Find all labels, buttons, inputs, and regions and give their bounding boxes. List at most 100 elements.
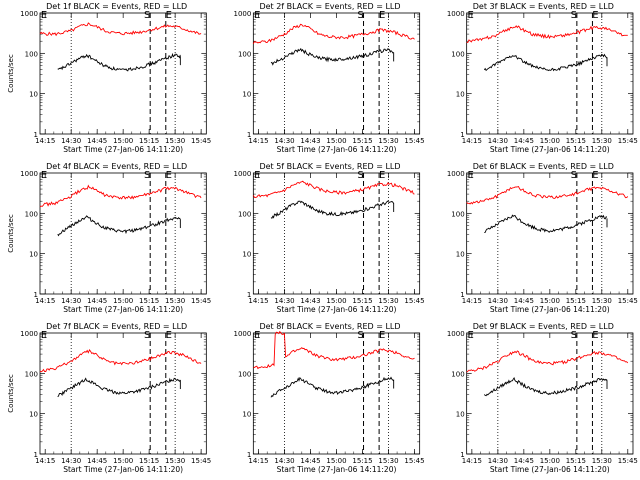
x-tick-label: 14:45: [87, 457, 107, 465]
y-axis-label: Counts/sec: [7, 54, 15, 93]
series-black-events: [270, 47, 394, 66]
panel-2: Det 2f BLACK = Events, RED = LLD 1 10 100 10…: [234, 2, 425, 154]
series-black-events: [57, 377, 181, 398]
x-tick-label: 15:15: [139, 297, 159, 305]
x-tick-label: 14:45: [87, 137, 107, 145]
series-red-lld: [39, 348, 202, 373]
marker-label-e: E: [166, 170, 172, 181]
marker-label-s: S: [357, 170, 363, 181]
x-tick-label: 15:45: [191, 457, 211, 465]
x-tick-label: 15:15: [139, 137, 159, 145]
x-tick-label: 15:00: [540, 137, 560, 145]
y-tick-label: 100: [25, 210, 38, 218]
series-red-lld: [253, 330, 415, 370]
marker-label-s: S: [357, 10, 363, 21]
y-tick-label: 100: [238, 370, 251, 378]
x-axis-label: Start Time (27-Jan-06 14:11:20): [490, 305, 610, 314]
x-tick-label: 15:30: [165, 297, 185, 305]
series-black-events: [270, 376, 394, 398]
marker-label-s: S: [571, 170, 577, 181]
y-tick-label: 1: [460, 451, 464, 459]
panel-title: Det 8f BLACK = Events, RED = LLD: [259, 322, 400, 331]
x-tick-label: 15:30: [165, 457, 185, 465]
y-tick-label: 1000: [20, 10, 38, 18]
x-tick-label: 15:00: [326, 137, 346, 145]
marker-label-s: S: [144, 10, 150, 21]
panel-6: Det 6f BLACK = Events, RED = LLD 1 10 100 10…: [447, 162, 638, 314]
x-axis-label: Start Time (27-Jan-06 14:11:20): [277, 305, 397, 314]
y-tick-label: 10: [242, 411, 251, 419]
x-tick-label: 14:30: [274, 137, 294, 145]
x-tick-label: 15:30: [378, 137, 398, 145]
y-tick-label: 1: [247, 131, 251, 139]
x-tick-label: 14:30: [274, 457, 294, 465]
series-red-lld: [466, 25, 628, 44]
marker-label-e: E: [379, 330, 385, 341]
plot-frame: [252, 332, 421, 455]
x-tick-label: 15:45: [618, 137, 638, 145]
panel-3: Det 3f BLACK = Events, RED = LLD 1 10 100 10…: [447, 2, 638, 154]
x-axis-label: Start Time (27-Jan-06 14:11:20): [277, 145, 397, 154]
x-tick-label: 15:15: [139, 457, 159, 465]
x-tick-label: 15:30: [592, 297, 612, 305]
x-tick-label: 14:30: [488, 297, 508, 305]
x-tick-label: 15:15: [566, 457, 586, 465]
y-tick-label: 1: [34, 131, 38, 139]
y-tick-label: 1: [34, 291, 38, 299]
series-black-events: [483, 53, 608, 72]
panel-title: Det 5f BLACK = Events, RED = LLD: [259, 162, 400, 171]
series-black-events: [57, 215, 181, 237]
y-tick-label: 100: [238, 50, 251, 58]
y-tick-label: 100: [238, 210, 251, 218]
x-tick-label: 15:15: [352, 457, 372, 465]
y-tick-label: 1000: [20, 330, 38, 338]
x-tick-label: 14:45: [300, 457, 320, 465]
x-tick-label: 14:45: [514, 137, 534, 145]
series-black-events: [484, 214, 608, 233]
x-tick-label: 15:15: [566, 137, 586, 145]
series-red-lld: [39, 184, 202, 208]
x-tick-label: 14:15: [462, 457, 482, 465]
marker-label-start-edge: E: [41, 330, 47, 341]
marker-label-e: E: [166, 10, 172, 21]
y-tick-label: 1000: [20, 170, 38, 178]
x-tick-label: 14:15: [248, 297, 268, 305]
marker-label-start-edge: E: [254, 330, 260, 341]
y-tick-label: 10: [29, 91, 38, 99]
panel-title: Det 2f BLACK = Events, RED = LLD: [259, 2, 400, 11]
marker-label-start-edge: E: [467, 330, 473, 341]
plot-frame: [39, 332, 207, 455]
y-tick-label: 100: [25, 370, 38, 378]
panel-1: Det 1f BLACK = Events, RED = LLD 1 10 100 10…: [7, 2, 211, 154]
series-black-events: [483, 377, 608, 397]
x-tick-label: 15:30: [378, 297, 398, 305]
x-tick-label: 14:30: [274, 297, 294, 305]
y-tick-label: 100: [451, 50, 464, 58]
x-tick-label: 14:30: [61, 457, 81, 465]
x-tick-label: 15:30: [378, 457, 398, 465]
marker-label-e: E: [592, 10, 598, 21]
y-tick-label: 1000: [447, 330, 465, 338]
panel-title: Det 4f BLACK = Events, RED = LLD: [46, 162, 187, 171]
marker-label-start-edge: E: [467, 170, 473, 181]
x-tick-label: 14:30: [488, 457, 508, 465]
x-tick-label: 14:45: [87, 297, 107, 305]
marker-label-start-edge: E: [41, 10, 47, 21]
panel-title: Det 1f BLACK = Events, RED = LLD: [46, 2, 187, 11]
panel-9: Det 9f BLACK = Events, RED = LLD 1 10 100 10…: [447, 322, 638, 474]
marker-label-start-edge: E: [254, 170, 260, 181]
marker-label-start-edge: E: [41, 170, 47, 181]
y-axis-label: Counts/sec: [7, 374, 15, 413]
panel-title: Det 3f BLACK = Events, RED = LLD: [473, 2, 614, 11]
x-tick-label: 15:30: [165, 137, 185, 145]
y-tick-label: 10: [456, 251, 465, 259]
marker-label-s: S: [144, 170, 150, 181]
x-tick-label: 15:45: [618, 457, 638, 465]
y-tick-label: 10: [456, 91, 465, 99]
x-tick-label: 15:45: [618, 297, 638, 305]
x-tick-label: 15:00: [326, 457, 346, 465]
panel-title: Det 9f BLACK = Events, RED = LLD: [473, 322, 614, 331]
x-tick-label: 14:43: [300, 297, 320, 305]
marker-label-e: E: [592, 170, 598, 181]
